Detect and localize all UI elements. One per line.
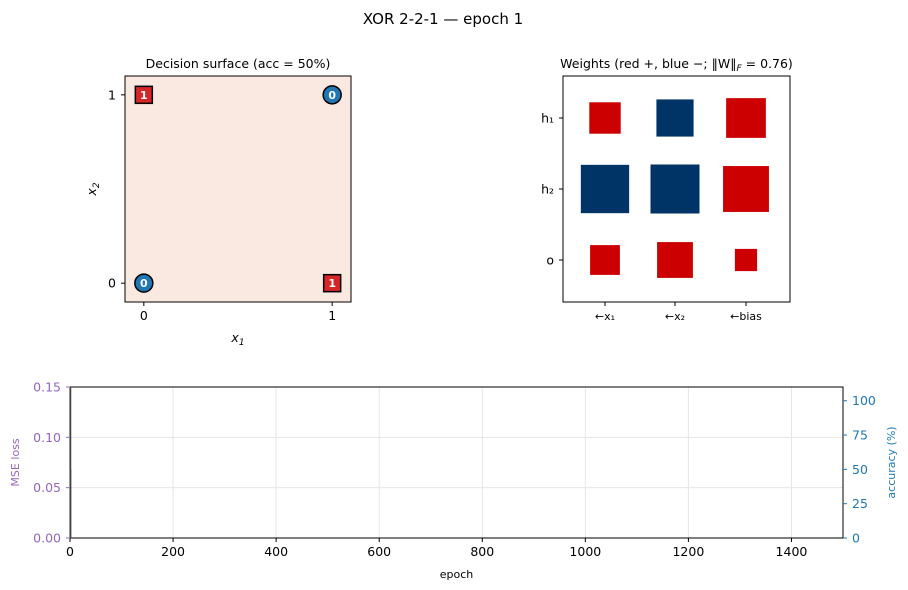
x-tick-label: 1200 [672, 544, 704, 559]
x-tick-label: 1000 [569, 544, 601, 559]
column-label: ←x₂ [665, 310, 685, 323]
x-tick-label: 800 [470, 544, 494, 559]
plot-frame [69, 386, 844, 539]
decision-surface-title: Decision surface (acc = 50%) [146, 56, 331, 71]
weight-square-1-0 [580, 164, 630, 214]
weights-panel: Weights (red +, blue −; ‖W‖F = 0.76) h₁ h₂… [541, 56, 793, 323]
x-tick-label: 400 [264, 544, 288, 559]
decision-surface-panel: Decision surface (acc = 50%) 0 1 0 1 x1 x2 0 0 1 1 [84, 56, 352, 348]
data-point-label: 0 [328, 89, 336, 102]
weight-square-0-0 [589, 102, 621, 134]
weight-square-2-2 [734, 248, 758, 272]
data-point-class-0 [322, 85, 342, 105]
weights-title: Weights (red +, blue −; ‖W‖F = 0.76) [560, 56, 793, 74]
column-label: ←x₁ [595, 310, 615, 323]
right-axis-label: accuracy (%) [885, 426, 898, 498]
right-tick-label: 75 [852, 428, 868, 443]
y-tick-label: 1 [108, 87, 116, 102]
x-tick-label: 0 [140, 308, 148, 323]
data-point-label: 1 [328, 277, 336, 290]
left-tick-label: 0.10 [33, 430, 61, 445]
weight-square-0-1 [656, 99, 694, 137]
x-tick-label: 1400 [776, 544, 808, 559]
data-point-label: 1 [140, 89, 148, 102]
right-tick-label: 25 [852, 496, 868, 511]
row-label: h₂ [541, 182, 554, 197]
row-label: h₁ [541, 111, 554, 126]
weight-square-2-1 [657, 242, 693, 278]
left-tick-label: 0.00 [33, 531, 61, 546]
right-tick-label: 100 [852, 393, 876, 408]
left-tick-label: 0.05 [33, 480, 61, 495]
x-axis-label: epoch [440, 568, 474, 581]
y-tick-label: 0 [108, 276, 116, 291]
y-axis-label: x2 [84, 182, 102, 196]
data-point-class-0 [134, 273, 154, 293]
plot-frame [124, 75, 352, 303]
training-curve-panel: 0 200 400 600 800 1000 1200 14000.000.050.100.1… [9, 380, 898, 582]
row-label: o [546, 253, 554, 268]
left-axis-label: MSE loss [9, 438, 22, 486]
x-tick-label: 200 [161, 544, 185, 559]
x-axis-label: x1 [230, 330, 244, 348]
decision-surface-fill [125, 76, 351, 302]
right-tick-label: 50 [852, 462, 868, 477]
weight-square-0-2 [726, 98, 766, 138]
figure-title: XOR 2-2-1 — epoch 1 [363, 10, 523, 28]
weight-square-2-0 [590, 245, 620, 275]
data-point-class-1 [322, 273, 342, 293]
data-point-class-1 [134, 85, 154, 105]
x-tick-label: 1 [328, 308, 336, 323]
data-point-label: 0 [140, 277, 148, 290]
x-tick-label: 0 [66, 544, 74, 559]
left-tick-label: 0.15 [33, 380, 61, 395]
right-tick-label: 0 [852, 531, 860, 546]
x-tick-label: 600 [367, 544, 391, 559]
column-label: ←bias [730, 310, 762, 323]
weight-square-1-2 [723, 166, 769, 212]
weight-square-1-1 [650, 164, 700, 214]
